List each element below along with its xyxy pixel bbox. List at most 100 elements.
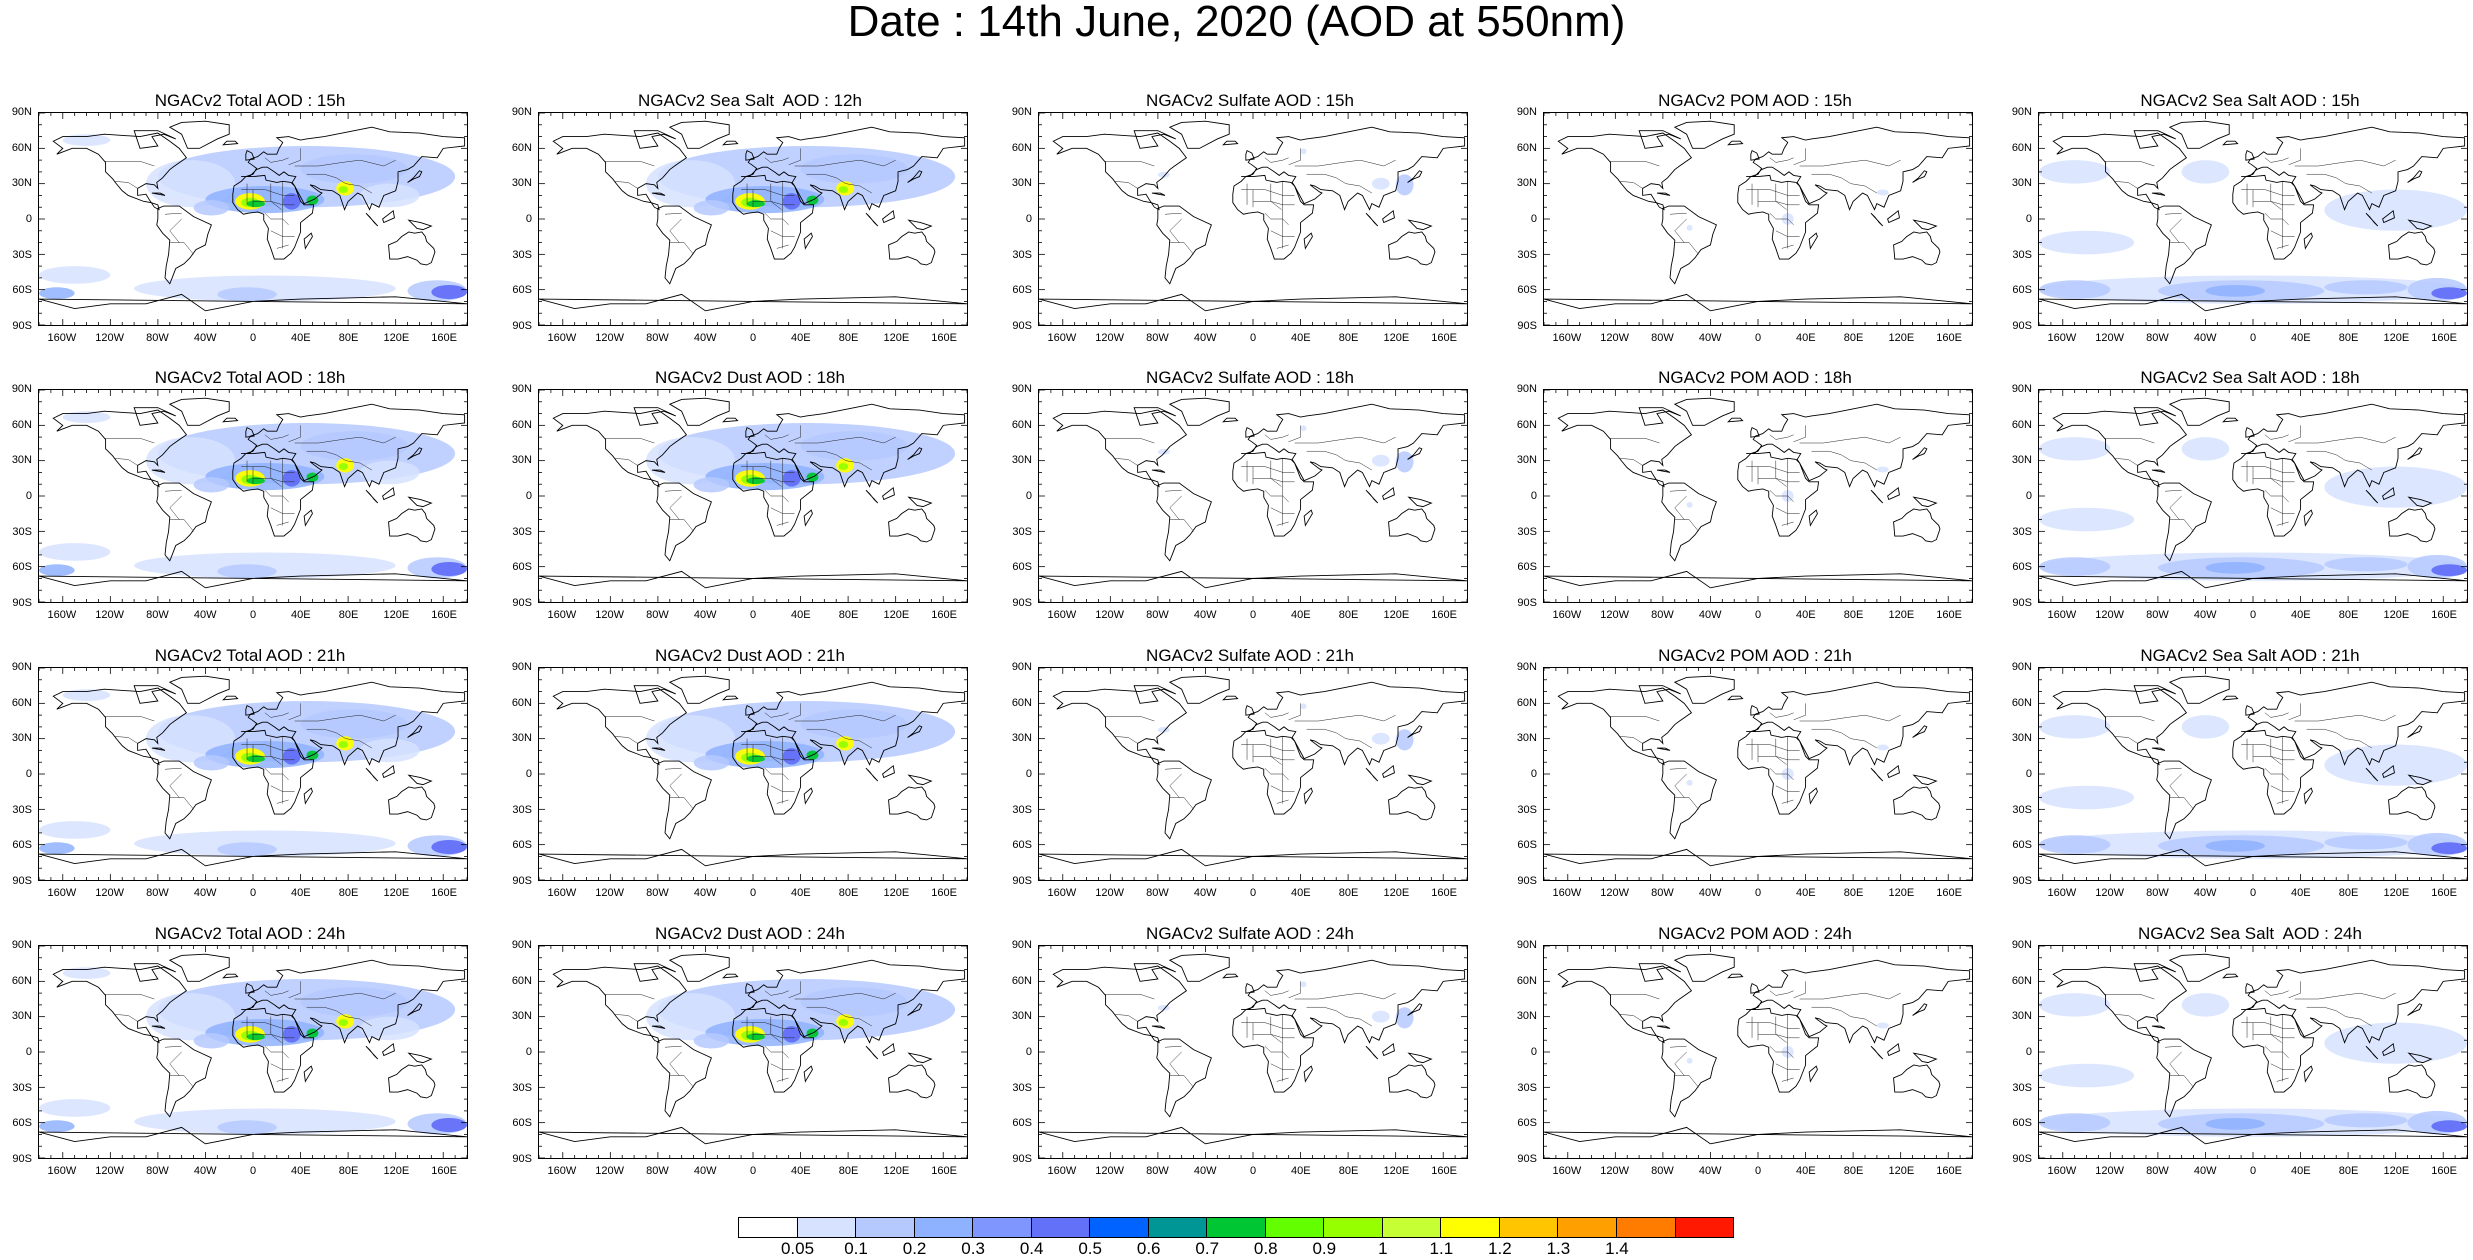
coastline: [1893, 786, 1941, 821]
country-border: [1758, 756, 1800, 761]
lat-label: 90S: [512, 597, 532, 609]
coastline: [388, 786, 436, 821]
coastline: [1808, 787, 1818, 805]
lat-label: 30S: [1517, 248, 1537, 261]
lon-label: 40E: [2290, 1165, 2311, 1177]
lon-label: 120E: [883, 609, 910, 621]
world-map: [39, 113, 467, 325]
coastline: [2382, 1042, 2395, 1057]
lat-label: 0: [525, 1046, 532, 1058]
lon-label: 80W: [146, 887, 169, 899]
lon-label: 0: [749, 332, 757, 344]
country-border: [669, 1051, 682, 1076]
country-border: [1253, 478, 1295, 483]
coastline: [1168, 120, 1230, 149]
lon-label: 40E: [1290, 1165, 1311, 1177]
map-frame: [38, 112, 468, 326]
coastline: [2407, 1052, 2433, 1064]
country-border: [1264, 489, 1289, 503]
coastline: [1052, 132, 1188, 211]
country-border: [1769, 434, 1794, 440]
country-border: [1104, 993, 1155, 1000]
aod-plume: [39, 842, 75, 855]
lon-label: 40E: [1290, 332, 1311, 344]
lon-label: 120E: [2383, 1165, 2410, 1177]
country-border: [2104, 715, 2155, 722]
lat-label: 30N: [2011, 1010, 2032, 1023]
country-border: [1674, 1051, 1687, 1076]
country-border: [1674, 797, 1699, 810]
lon-label: 160E: [1936, 887, 1962, 899]
country-border: [1674, 242, 1699, 255]
lat-label: 60N: [11, 974, 32, 987]
country-border: [788, 981, 801, 999]
coastline: [241, 126, 466, 211]
lon-label: 40E: [1290, 887, 1311, 899]
lat-label: 90S: [1012, 875, 1032, 887]
lat-label: 90S: [1517, 1153, 1537, 1165]
lat-label: 0: [1025, 490, 1032, 502]
country-border: [1758, 201, 1800, 206]
coastline: [1737, 729, 1820, 815]
lon-label: 160W: [1552, 609, 1582, 621]
coastline: [168, 953, 230, 982]
aod-plume: [39, 564, 75, 577]
lat-label: 30S: [12, 525, 32, 538]
map-frame: [2038, 112, 2468, 326]
coastline: [1365, 212, 1379, 227]
country-border: [613, 181, 638, 189]
aod-plume: [1300, 425, 1307, 432]
world-map: [1544, 390, 1972, 602]
colorbar-swatch: [1206, 1217, 1266, 1238]
country-border: [806, 173, 872, 194]
aod-plume: [338, 463, 349, 471]
country-border: [794, 159, 896, 167]
country-border: [2169, 495, 2182, 520]
country-border: [2294, 992, 2396, 1000]
lat-label: 90S: [1517, 320, 1537, 332]
coastline: [1156, 1038, 1212, 1118]
colorbar-label: 0.3: [961, 1239, 985, 1258]
coastline: [2245, 983, 2255, 994]
coastline: [2156, 760, 2212, 840]
coastline: [1557, 132, 1693, 211]
country-border: [288, 148, 301, 166]
map-panel: NGACv2 POM AOD : 24h 90N 60N 30N 0 30S 60S 90S 1…: [1505, 925, 2005, 1195]
country-border: [1241, 1022, 1295, 1029]
coastline: [245, 427, 255, 438]
coastline: [39, 293, 467, 312]
lat-label: 60N: [1516, 974, 1537, 987]
aod-plume: [838, 741, 849, 749]
lat-label: 60N: [511, 974, 532, 987]
country-border: [1104, 160, 1155, 167]
coastline: [2241, 126, 2466, 211]
map-frame: [2038, 389, 2468, 603]
world-map: [1039, 946, 1467, 1158]
lat-label: 90N: [1011, 939, 1032, 951]
aod-plume: [2039, 1113, 2111, 1133]
coastline: [2168, 120, 2230, 149]
world-map: [2039, 390, 2467, 602]
lat-label: 60N: [2011, 974, 2032, 987]
country-border: [669, 773, 682, 798]
coastline: [1727, 140, 1744, 146]
coastline: [552, 965, 688, 1044]
coastline: [245, 983, 255, 994]
coastline: [1893, 1064, 1941, 1099]
country-border: [169, 218, 182, 243]
coastline: [1365, 1045, 1379, 1060]
map-frame: [1543, 389, 1973, 603]
country-border: [1264, 157, 1289, 163]
coastline: [907, 170, 923, 183]
lon-label: 40W: [1193, 1165, 1217, 1177]
lat-label: 60S: [1012, 561, 1032, 574]
coastline: [407, 170, 423, 183]
lon-label: 120E: [2383, 332, 2410, 344]
coastline: [2156, 1038, 2212, 1118]
lat-label: 0: [25, 1046, 32, 1058]
aod-plume: [134, 830, 396, 857]
lat-label: 0: [25, 213, 32, 225]
country-border: [1799, 992, 1901, 1000]
country-border: [788, 148, 801, 166]
world-map: [1039, 668, 1467, 880]
